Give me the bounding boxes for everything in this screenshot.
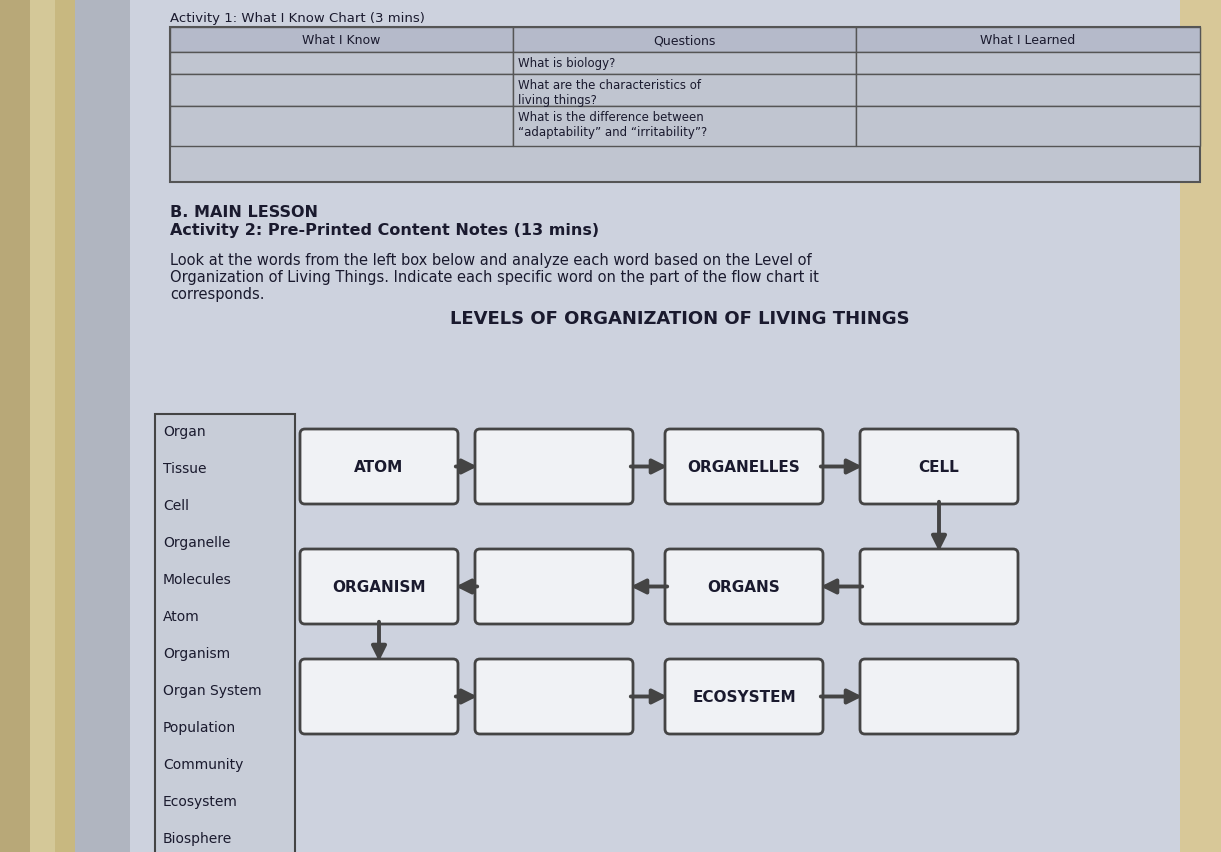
Text: ECOSYSTEM: ECOSYSTEM (692, 689, 796, 704)
Text: Organization of Living Things. Indicate each specific word on the part of the fl: Organization of Living Things. Indicate … (170, 270, 819, 285)
Bar (170, 106, 513, 147)
FancyBboxPatch shape (665, 429, 823, 504)
Text: What is biology?: What is biology? (518, 57, 615, 70)
FancyBboxPatch shape (475, 429, 632, 504)
Text: Cell: Cell (162, 498, 189, 512)
Bar (170, 53, 513, 75)
Text: Community: Community (162, 757, 243, 771)
Text: What are the characteristics of
living things?: What are the characteristics of living t… (518, 79, 701, 106)
Bar (0, 0, 31, 852)
FancyBboxPatch shape (300, 550, 458, 625)
FancyBboxPatch shape (665, 659, 823, 734)
Bar (170, 28, 513, 53)
Bar (74, 0, 155, 852)
Bar (856, 75, 1200, 106)
Text: Organelle: Organelle (162, 535, 231, 550)
Text: Organ System: Organ System (162, 683, 261, 697)
FancyBboxPatch shape (860, 429, 1018, 504)
Text: Atom: Atom (162, 609, 200, 624)
Bar (513, 53, 856, 75)
Bar (129, 0, 1221, 852)
FancyBboxPatch shape (860, 659, 1018, 734)
Text: LEVELS OF ORGANIZATION OF LIVING THINGS: LEVELS OF ORGANIZATION OF LIVING THINGS (451, 309, 910, 328)
Text: ATOM: ATOM (354, 459, 404, 475)
Bar (856, 28, 1200, 53)
Bar (513, 28, 856, 53)
Text: What I Learned: What I Learned (980, 34, 1076, 47)
Bar (513, 106, 856, 147)
Text: Activity 2: Pre-Printed Content Notes (13 mins): Activity 2: Pre-Printed Content Notes (1… (170, 222, 600, 238)
Bar (55, 0, 74, 852)
FancyBboxPatch shape (860, 550, 1018, 625)
Text: Organism: Organism (162, 646, 230, 660)
Text: Activity 1: What I Know Chart (3 mins): Activity 1: What I Know Chart (3 mins) (170, 12, 425, 25)
FancyBboxPatch shape (300, 429, 458, 504)
Bar (170, 28, 1200, 183)
Text: Population: Population (162, 720, 236, 734)
Bar (31, 0, 55, 852)
Text: ORGANS: ORGANS (708, 579, 780, 595)
Bar (856, 53, 1200, 75)
FancyBboxPatch shape (300, 659, 458, 734)
Bar (155, 415, 295, 852)
Bar (170, 75, 513, 106)
Text: ORGANELLES: ORGANELLES (687, 459, 801, 475)
Bar (856, 106, 1200, 147)
Text: ORGANISM: ORGANISM (332, 579, 426, 595)
Bar (513, 75, 856, 106)
Bar (1179, 0, 1221, 852)
Text: Look at the words from the left box below and analyze each word based on the Lev: Look at the words from the left box belo… (170, 253, 812, 268)
Text: Organ: Organ (162, 424, 205, 439)
Text: Molecules: Molecules (162, 573, 232, 586)
Text: B. MAIN LESSON: B. MAIN LESSON (170, 204, 317, 220)
Text: corresponds.: corresponds. (170, 286, 265, 302)
FancyBboxPatch shape (475, 659, 632, 734)
Text: CELL: CELL (918, 459, 960, 475)
Text: Questions: Questions (653, 34, 716, 47)
FancyBboxPatch shape (475, 550, 632, 625)
FancyBboxPatch shape (665, 550, 823, 625)
Text: Ecosystem: Ecosystem (162, 794, 238, 808)
Text: What is the difference between
“adaptability” and “irritability”?: What is the difference between “adaptabi… (518, 111, 707, 139)
Text: What I Know: What I Know (303, 34, 381, 47)
Text: Tissue: Tissue (162, 462, 206, 475)
Text: Biosphere: Biosphere (162, 831, 232, 845)
